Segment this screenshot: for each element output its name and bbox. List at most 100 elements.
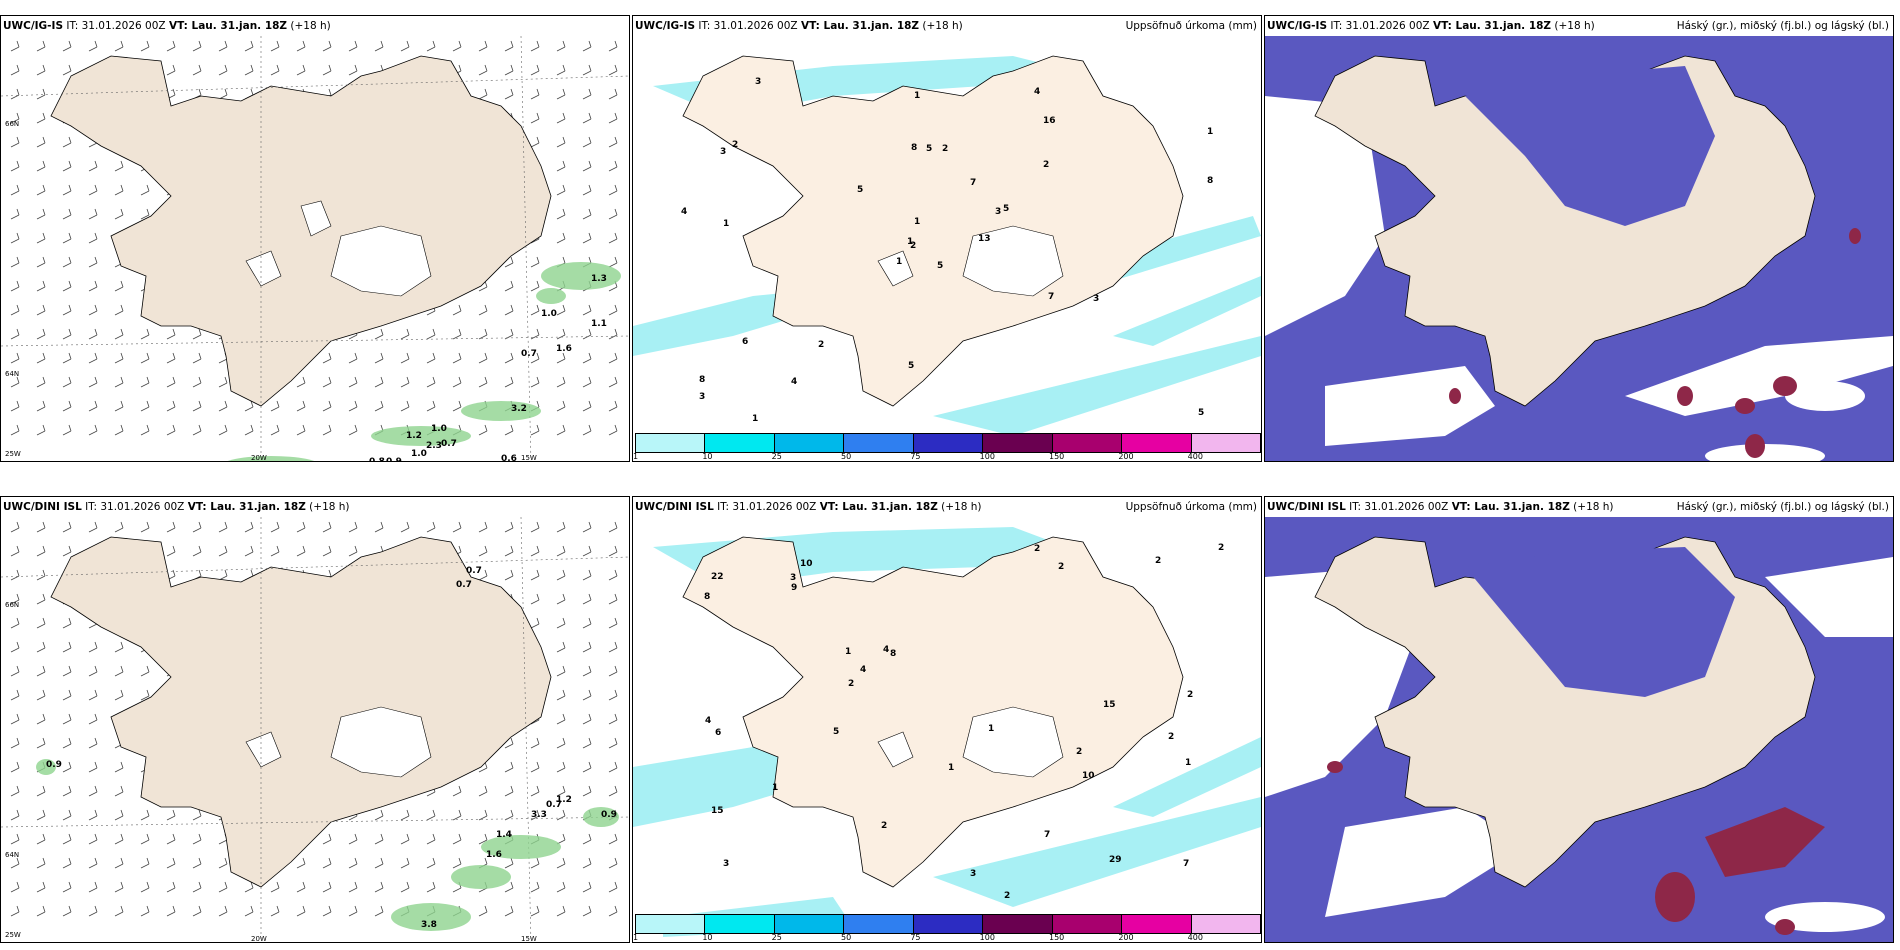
glacier [962,706,1064,778]
glacier [877,250,914,287]
wind-barb [10,593,20,605]
wind-barb [36,184,46,196]
wind-barb [556,689,566,701]
panel-right-title: Háský (gr.), miðský (fj.bl.) og lágský (… [1676,501,1889,513]
precip-amount-label: 0.7 [441,439,457,449]
precip-value: 1 [772,783,778,793]
wind-barb [322,833,332,845]
wind-barb [192,521,202,533]
wind-barb [36,160,46,172]
colorbar-swatch [774,915,845,933]
wind-barb [556,641,566,653]
wind-barb [530,737,540,749]
precip-amount-label: 0.7 [521,349,537,359]
wind-barb [608,232,618,244]
wind-barb [400,352,410,364]
wind-barb [270,905,280,917]
glacier [330,225,432,297]
wind-barb [88,737,98,749]
panel-title: UWC/IG-IS IT: 31.01.2026 00Z VT: Lau. 31… [635,20,963,32]
wind-barb [114,280,124,292]
wind-barb [452,833,462,845]
wind-barb [88,328,98,340]
wind-barb [88,857,98,869]
wind-barb [452,857,462,869]
wind-barb [88,689,98,701]
wind-panel-bottom: UWC/DINI ISL IT: 31.01.2026 00Z VT: Lau.… [0,496,630,943]
colorbar-tick-label: 50 [841,452,852,461]
wind-barb [322,352,332,364]
colorbar-tick-label: 150 [1049,452,1065,461]
wind-barb [88,785,98,797]
glacier [245,250,282,287]
wind-barb [62,665,72,677]
colorbar-swatch [913,915,984,933]
wind-barb [582,641,592,653]
wind-barb [114,184,124,196]
colorbar-tick-label: 50 [841,933,852,942]
wind-barb [374,400,384,412]
precip-value: 3 [723,859,729,869]
lon-label: 15W [521,454,537,462]
wind-barb [556,833,566,845]
wind-barb [582,40,592,52]
precip-value: 16 [1043,116,1056,126]
precip-value: 7 [970,178,976,188]
wind-barb [322,521,332,533]
wind-barb [348,376,358,388]
precip-value: 5 [937,261,943,271]
wind-barb [530,545,540,557]
precip-value: 2 [942,144,948,154]
wind-barb [166,400,176,412]
wind-barb [140,208,150,220]
precip-amount-label: 3.8 [421,920,437,930]
wind-barb [140,809,150,821]
precip-value: 3 [790,573,796,583]
wind-barb [400,833,410,845]
wind-barb [504,376,514,388]
glacier [330,706,432,778]
wind-barb [608,545,618,557]
wind-barb [556,352,566,364]
wind-barb [296,40,306,52]
wind-barb [504,521,514,533]
wind-barb [608,641,618,653]
wind-barb [582,88,592,100]
wind-barb [218,521,228,533]
wind-barb [530,809,540,821]
high-cloud [1327,761,1825,935]
precip-amount-label: 0.8 [369,457,385,462]
lat-label: 25W [5,450,21,458]
wind-barb [608,761,618,773]
wind-barb [192,905,202,917]
precip-value: 2 [732,140,738,150]
wind-barb [62,641,72,653]
wind-barb [270,521,280,533]
precip-value: 5 [926,144,932,154]
wind-barb [348,400,358,412]
precip-value: 7 [1048,292,1054,302]
wind-barb [608,256,618,268]
wind-barb [478,376,488,388]
colorbar-swatch [636,434,706,452]
wind-barb [114,352,124,364]
wind-barb [348,905,358,917]
wind-barb [426,809,436,821]
wind-barb [322,400,332,412]
wind-barb [244,64,254,76]
wind-barb [452,809,462,821]
wind-barb [36,737,46,749]
wind-barb [582,112,592,124]
wind-barb [114,521,124,533]
precip-value: 15 [711,806,724,816]
wind-barb [582,857,592,869]
wind-barb [10,689,20,701]
wind-barb [374,809,384,821]
wind-barb [322,545,332,557]
wind-barb [114,641,124,653]
panel-right-title: Uppsöfnuð úrkoma (mm) [1125,20,1257,32]
wind-barb [62,713,72,725]
wind-barb [452,521,462,533]
wind-barb [608,713,618,725]
wind-barb [218,376,228,388]
